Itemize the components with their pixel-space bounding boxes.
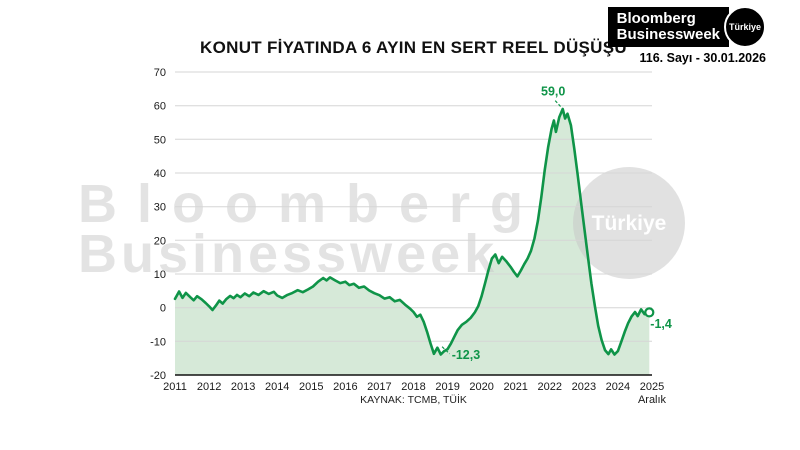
x-tick-label: 2011: [163, 381, 187, 393]
x-tick-label: 2020: [469, 381, 493, 393]
x-tick-label: 2013: [231, 381, 255, 393]
watermark-turkiye-badge: Türkiye: [573, 167, 685, 279]
y-tick-label: 40: [154, 168, 166, 180]
y-tick-label: 20: [154, 235, 166, 247]
x-tick-label: 2022: [538, 381, 562, 393]
y-tick-label: 10: [154, 269, 166, 281]
x-tick-label: 2012: [197, 381, 221, 393]
x-tick-label: 2018: [401, 381, 425, 393]
x-tick-label: 2015: [299, 381, 323, 393]
logo-line1: Bloomberg: [616, 9, 696, 27]
y-tick-label: 0: [160, 303, 166, 315]
x-tick-label: 2024: [606, 381, 630, 393]
x-tick-label: 2023: [572, 381, 596, 393]
x-tick-label: 2017: [367, 381, 391, 393]
x-tick-label: 2025: [640, 381, 664, 393]
y-tick-label: 50: [154, 134, 166, 146]
annotation-connector: [441, 346, 451, 355]
watermark-badge-label: Türkiye: [592, 212, 667, 235]
chart-source: KAYNAK: TCMB, TÜİK: [360, 394, 467, 406]
y-tick-label: -10: [150, 336, 166, 348]
logo-line2: Businessweek: [616, 25, 720, 43]
x-tick-label: 2019: [435, 381, 459, 393]
series-area: [175, 109, 650, 375]
y-tick-label: 30: [154, 202, 166, 214]
annotation-label: 59,0: [541, 84, 565, 98]
chart-title: KONUT FİYATINDA 6 AYIN EN SERT REEL DÜŞÜ…: [200, 38, 627, 57]
x-tick-label: 2021: [503, 381, 527, 393]
bloomberg-logo: Bloomberg Businessweek Türkiye: [607, 6, 766, 48]
logo-box: Bloomberg Businessweek: [607, 6, 729, 48]
y-tick-label: 60: [154, 101, 166, 113]
annotation-label: -1,4: [650, 317, 672, 331]
masthead: Bloomberg Businessweek Türkiye 116. Sayı…: [607, 6, 767, 65]
watermark-line2: Businessweek: [78, 224, 498, 284]
issue-date: 116. Sayı - 30.01.2026: [639, 51, 767, 65]
annotation-connector: [554, 100, 562, 108]
watermark-line1: Bloomberg: [78, 174, 543, 234]
y-tick-label: -20: [150, 370, 166, 382]
y-tick-label: 70: [154, 67, 166, 79]
x-tick-label: 2014: [265, 381, 289, 393]
series-line: [173, 107, 651, 356]
watermark-circle: [573, 167, 685, 279]
logo-badge-turkiye: Türkiye: [724, 6, 766, 48]
x-tick-label: 2016: [333, 381, 357, 393]
annotation-label: -12,3: [452, 348, 481, 362]
x-tick-sublabel: Aralık: [638, 394, 667, 406]
latest-point-marker: [644, 307, 655, 318]
